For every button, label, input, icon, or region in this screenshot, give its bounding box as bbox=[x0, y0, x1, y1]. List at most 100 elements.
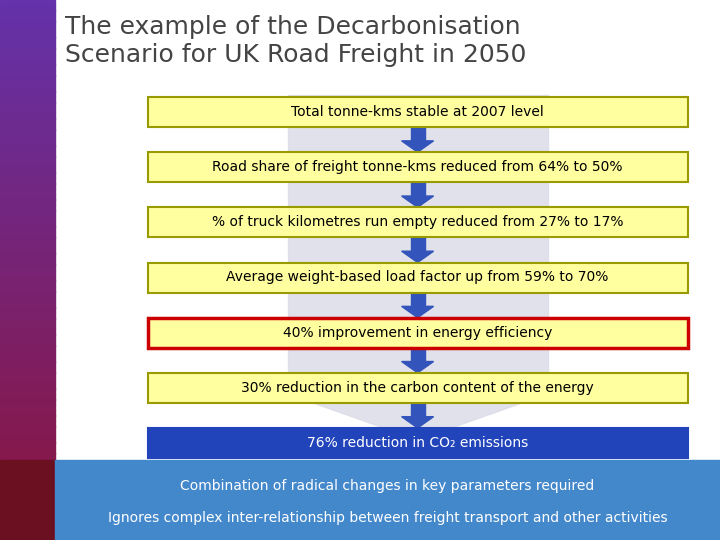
Bar bbox=[0, 361, 55, 367]
Text: The example of the Decarbonisation: The example of the Decarbonisation bbox=[65, 15, 521, 39]
Bar bbox=[0, 80, 55, 86]
Bar bbox=[0, 53, 55, 59]
Bar bbox=[0, 383, 55, 389]
Text: Combination of radical changes in key parameters required: Combination of radical changes in key pa… bbox=[181, 478, 595, 492]
Bar bbox=[0, 183, 55, 189]
Bar bbox=[0, 91, 55, 97]
Bar bbox=[410, 348, 425, 361]
Bar bbox=[0, 340, 55, 346]
Bar bbox=[0, 453, 55, 459]
Bar bbox=[0, 210, 55, 216]
Bar bbox=[410, 293, 425, 306]
Bar bbox=[0, 480, 55, 486]
Polygon shape bbox=[402, 251, 433, 262]
Text: Ignores complex inter-relationship between freight transport and other activitie: Ignores complex inter-relationship betwe… bbox=[108, 511, 667, 524]
Bar bbox=[0, 291, 55, 297]
Text: Average weight-based load factor up from 59% to 70%: Average weight-based load factor up from… bbox=[226, 271, 609, 285]
Bar bbox=[0, 410, 55, 416]
Bar bbox=[0, 518, 55, 524]
Bar bbox=[0, 59, 55, 65]
Bar bbox=[0, 134, 55, 140]
Bar bbox=[0, 32, 55, 38]
Bar bbox=[0, 356, 55, 362]
Bar bbox=[0, 458, 55, 464]
Bar bbox=[0, 264, 55, 270]
Bar bbox=[0, 10, 55, 16]
Bar bbox=[0, 464, 55, 470]
Bar bbox=[0, 399, 55, 405]
Bar bbox=[287, 95, 548, 385]
Bar bbox=[0, 460, 55, 540]
Bar bbox=[0, 5, 55, 11]
Polygon shape bbox=[263, 385, 572, 440]
Bar bbox=[0, 64, 55, 70]
Bar bbox=[0, 502, 55, 508]
Bar bbox=[0, 172, 55, 178]
Bar bbox=[148, 152, 688, 182]
Bar bbox=[0, 259, 55, 265]
Bar bbox=[0, 145, 55, 151]
Bar bbox=[148, 97, 688, 127]
Bar bbox=[0, 269, 55, 275]
Bar bbox=[0, 437, 55, 443]
Bar bbox=[0, 107, 55, 113]
Bar bbox=[0, 48, 55, 54]
Bar bbox=[0, 118, 55, 124]
Bar bbox=[0, 113, 55, 119]
Bar bbox=[0, 426, 55, 432]
Bar bbox=[0, 318, 55, 324]
Bar bbox=[0, 334, 55, 340]
Bar bbox=[0, 75, 55, 81]
Bar bbox=[0, 372, 55, 378]
Bar bbox=[0, 512, 55, 518]
Text: % of truck kilometres run empty reduced from 27% to 17%: % of truck kilometres run empty reduced … bbox=[212, 215, 624, 230]
Bar bbox=[0, 296, 55, 302]
Text: Road share of freight tonne-kms reduced from 64% to 50%: Road share of freight tonne-kms reduced … bbox=[212, 160, 623, 174]
Bar bbox=[0, 442, 55, 448]
Text: 40% improvement in energy efficiency: 40% improvement in energy efficiency bbox=[283, 326, 552, 340]
Bar bbox=[0, 140, 55, 146]
Bar bbox=[0, 404, 55, 410]
Bar bbox=[0, 194, 55, 200]
Bar bbox=[0, 313, 55, 319]
Polygon shape bbox=[402, 417, 433, 428]
Bar bbox=[0, 388, 55, 394]
Bar bbox=[0, 43, 55, 49]
Bar bbox=[410, 182, 425, 196]
Bar bbox=[0, 496, 55, 502]
Bar bbox=[0, 102, 55, 108]
Bar bbox=[0, 129, 55, 135]
Bar bbox=[0, 242, 55, 248]
Bar bbox=[0, 350, 55, 356]
Bar bbox=[410, 238, 425, 251]
Bar bbox=[0, 232, 55, 238]
Bar bbox=[0, 215, 55, 221]
Bar bbox=[0, 188, 55, 194]
Bar bbox=[0, 415, 55, 421]
Bar bbox=[0, 156, 55, 162]
Bar bbox=[0, 253, 55, 259]
Text: Scenario for UK Road Freight in 2050: Scenario for UK Road Freight in 2050 bbox=[65, 43, 526, 67]
Bar bbox=[0, 199, 55, 205]
Bar bbox=[0, 534, 55, 540]
Bar bbox=[0, 529, 55, 535]
Polygon shape bbox=[402, 306, 433, 318]
Bar bbox=[0, 167, 55, 173]
Bar bbox=[0, 448, 55, 454]
Bar bbox=[0, 37, 55, 43]
Bar bbox=[0, 329, 55, 335]
Bar bbox=[0, 485, 55, 491]
Bar bbox=[0, 475, 55, 481]
Bar bbox=[0, 491, 55, 497]
Text: Total tonne-kms stable at 2007 level: Total tonne-kms stable at 2007 level bbox=[291, 105, 544, 119]
Bar bbox=[148, 373, 688, 403]
Bar bbox=[0, 507, 55, 513]
Bar bbox=[0, 237, 55, 243]
Bar bbox=[0, 469, 55, 475]
Bar bbox=[0, 280, 55, 286]
Bar bbox=[0, 523, 55, 529]
Bar bbox=[410, 127, 425, 141]
Text: McKinnon and Piecyk, 2009: McKinnon and Piecyk, 2009 bbox=[60, 463, 213, 473]
Bar bbox=[0, 226, 55, 232]
Bar bbox=[0, 26, 55, 32]
